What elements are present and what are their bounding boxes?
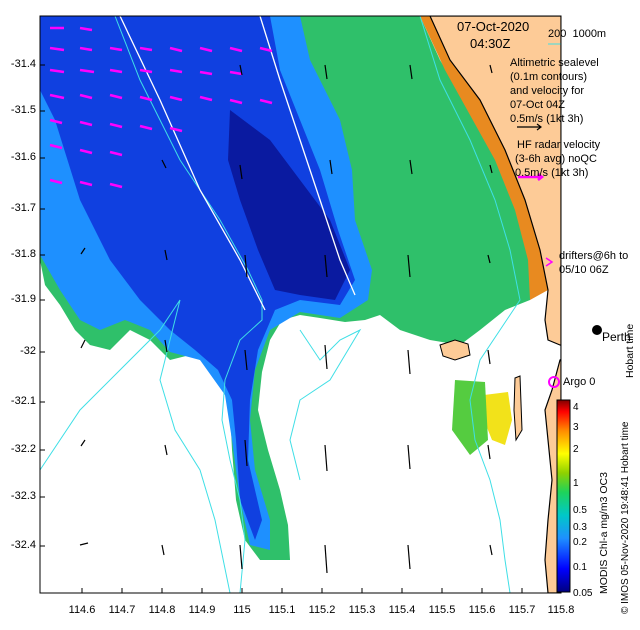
- colorbar-tick-label: 0.5: [573, 505, 587, 516]
- altimetric-legend-line: and velocity for: [510, 85, 584, 97]
- y-tick-label: -31.9: [10, 293, 36, 305]
- y-tick-label: -31.5: [10, 104, 36, 116]
- land: [429, 16, 561, 593]
- colorbar-title: MODIS Chl-a mg/m3 OC3: [598, 472, 610, 594]
- bathy-spur: [289, 328, 362, 481]
- hf-legend-line: 0.5m/s (1kt 3h): [515, 167, 589, 179]
- cloud-gap: [285, 330, 440, 593]
- altimetric-velocity-arrows: [79, 64, 493, 574]
- altimetric-legend-line: 0.5m/s (1kt 3h): [510, 113, 584, 125]
- x-tick-label: 115.8: [547, 604, 575, 616]
- y-tick-label: -32.1: [10, 395, 36, 407]
- cloud-gap: [395, 340, 480, 593]
- y-tick-label: -31.8: [10, 248, 36, 260]
- hobart-time-label: Hobart time: [624, 323, 636, 378]
- cloud-gap: [40, 380, 230, 593]
- plot-frame: [39, 15, 562, 594]
- y-tick-label: -31.7: [10, 202, 36, 214]
- date-label: 07-Oct-2020: [457, 19, 530, 34]
- x-tick-label: 114.7: [108, 604, 136, 616]
- x-tick-label: 115.7: [508, 604, 536, 616]
- perth-dot: [592, 325, 602, 335]
- drifters-legend-line: drifters@6h to: [559, 250, 629, 262]
- hf-legend-arrow: [518, 173, 545, 181]
- altimetric-legend-line: Altimetric sealevel: [510, 57, 599, 69]
- colorbar-tick-label: 2: [573, 444, 579, 455]
- y-tick-label: -31.6: [10, 151, 36, 163]
- colorbar-tick-label: 4: [573, 402, 579, 413]
- x-tick-label: 115.2: [308, 604, 336, 616]
- altimetric-legend-line: 07-Oct 04Z: [510, 99, 566, 111]
- y-tick-label: -32: [20, 345, 36, 357]
- x-tick-label: 115: [233, 604, 251, 616]
- y-tick-label: -32.2: [10, 443, 36, 455]
- bathy-1000m: [114, 16, 263, 593]
- chl-field-coast-orange: [420, 16, 548, 300]
- x-tick-label: 115.1: [268, 604, 296, 616]
- y-tick-label: -32.4: [10, 539, 36, 551]
- sealevel-contour: [259, 16, 356, 296]
- x-tick-label: 115.4: [388, 604, 416, 616]
- colorbar-tick-label: 0.05: [573, 588, 593, 599]
- rottnest-island: [439, 339, 471, 361]
- argo-float-marker: [548, 376, 560, 388]
- cloud-gap: [40, 300, 90, 560]
- chl-field-blue: [40, 16, 355, 540]
- altimetric-legend-arrow: [517, 123, 542, 131]
- y-tick-label: -32.3: [10, 490, 36, 502]
- x-tick-label: 115.5: [428, 604, 456, 616]
- bathy-outer: [40, 299, 231, 593]
- drifters-legend-line: 05/10 06Z: [559, 264, 609, 276]
- x-tick-label: 115.3: [348, 604, 376, 616]
- altimetric-legend-line: (0.1m contours): [510, 71, 588, 83]
- x-tick-label: 114.9: [188, 604, 216, 616]
- x-tick-label: 114.6: [68, 604, 96, 616]
- chl-field-coast-yellow: [484, 392, 512, 445]
- chl-field-darkblue: [228, 110, 350, 300]
- argo-label: Argo 0: [563, 376, 596, 388]
- perth-label: Perth: [602, 330, 631, 344]
- hf-radar-arrows: [49, 26, 273, 189]
- colorbar-tick-label: 0.2: [573, 537, 587, 548]
- drifter-marker: [545, 257, 554, 267]
- colorbar-tick-label: 3: [573, 422, 579, 433]
- colorbar-tick-label: 0.1: [573, 562, 587, 573]
- x-tick-label: 115.6: [468, 604, 496, 616]
- bathy-legend-label: 200 1000m: [548, 28, 607, 40]
- bathy-200m: [419, 16, 521, 593]
- garden-island: [513, 375, 523, 442]
- chl-field-coast-green: [452, 380, 488, 455]
- colorbar-tick-label: 1: [573, 478, 579, 489]
- colorbar-tick-label: 0.3: [573, 522, 587, 533]
- colorbar: [556, 399, 571, 593]
- hf-legend-line: HF radar velocity: [517, 139, 601, 151]
- time-label: 04:30Z: [470, 36, 511, 51]
- y-tick-label: -31.4: [10, 58, 36, 70]
- x-tick-label: 114.8: [148, 604, 176, 616]
- credit-label: © IMOS 05-Nov-2020 19:48:41 Hobart time: [620, 421, 631, 614]
- hf-legend-line: (3-6h avg) noQC: [515, 153, 597, 165]
